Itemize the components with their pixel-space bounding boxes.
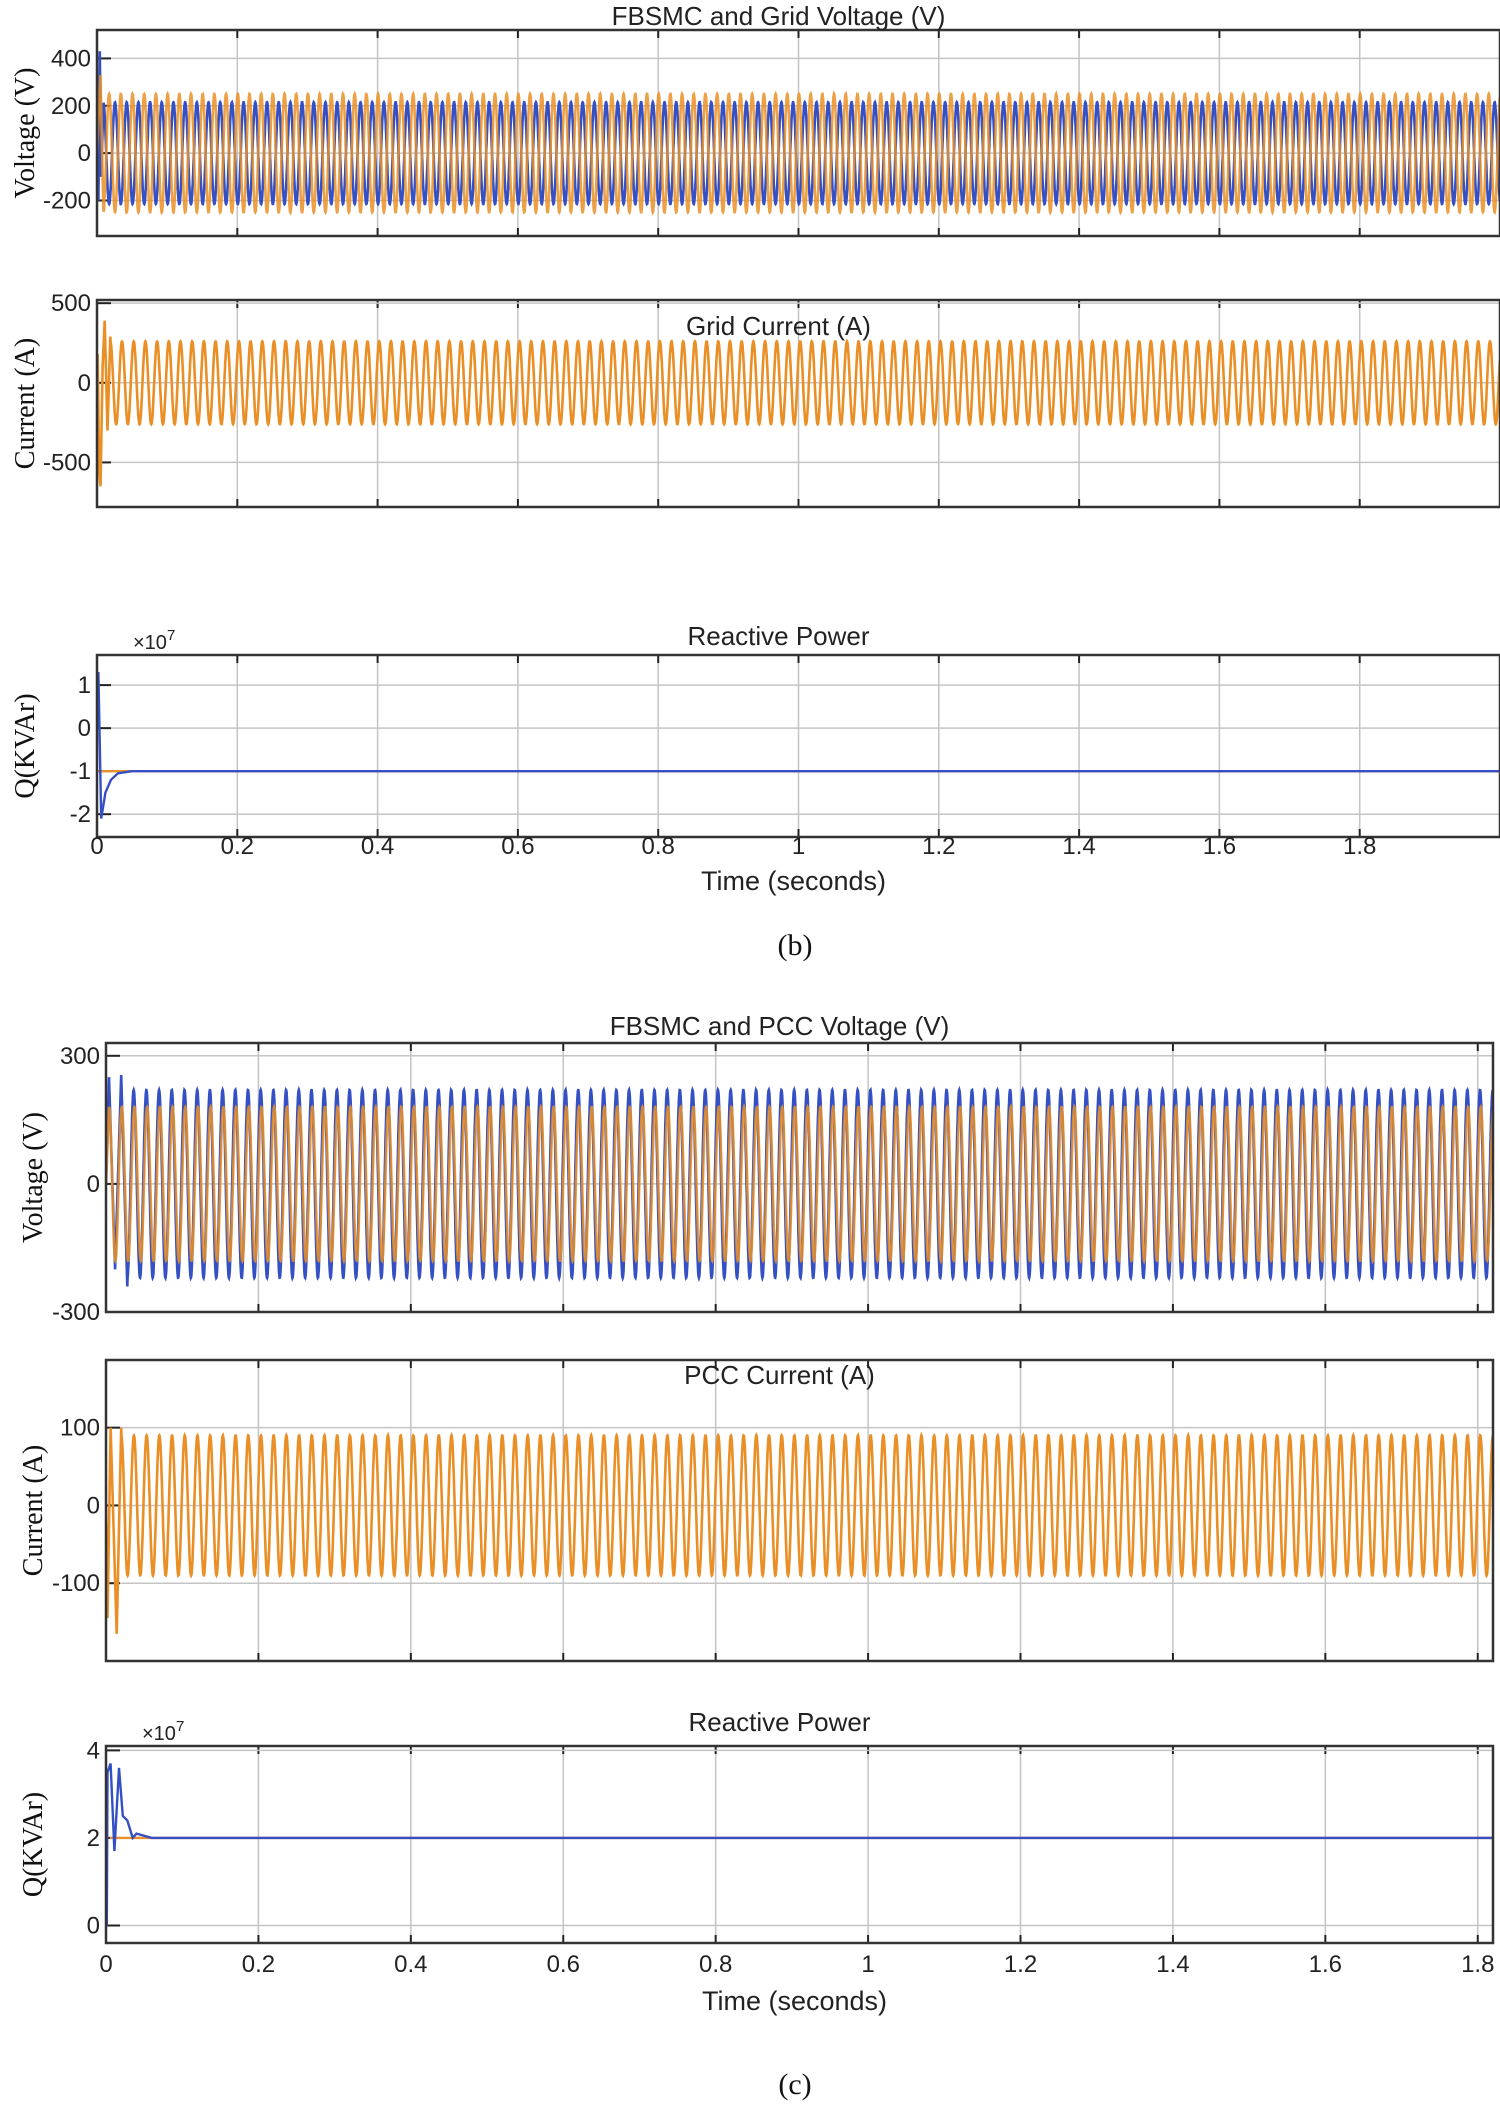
x-tick-label: 1.2 bbox=[922, 833, 955, 860]
x-tick-label: 0.2 bbox=[221, 833, 254, 860]
axes-frame bbox=[104, 1744, 1495, 1945]
subplot-3: -2 -1 0 1 Reactive Power Q(KVAr) ×107 0 0.2 0.4 0.… bbox=[10, 621, 1500, 896]
x-tick-label: 1.8 bbox=[1461, 1951, 1494, 1978]
subplot-6: 0 2 4 Reactive Power Q(KVAr) ×107 0 0.2 0.4 0.6 0.… bbox=[18, 1707, 1494, 2016]
series-line-1 bbox=[106, 1427, 1493, 1634]
axes-frame bbox=[104, 1041, 1495, 1314]
series-line-2 bbox=[97, 672, 1500, 819]
y-axis-label: Current (A) bbox=[10, 338, 41, 469]
subplot-title: Reactive Power bbox=[688, 1707, 870, 1737]
x-tick-label: 1.6 bbox=[1309, 1951, 1342, 1978]
subplot-title: FBSMC and PCC Voltage (V) bbox=[610, 1011, 950, 1041]
y-tick-label: 0 bbox=[87, 1912, 100, 1939]
y-tick-label: -200 bbox=[43, 187, 91, 214]
x-tick-label: 1.2 bbox=[1004, 1951, 1037, 1978]
y-axis-label: Voltage (V) bbox=[18, 1112, 49, 1243]
x-tick-label: 0.8 bbox=[699, 1951, 732, 1978]
axes-frame bbox=[95, 28, 1500, 238]
exponent-power: 7 bbox=[176, 1718, 184, 1735]
y-axis-label: Current (A) bbox=[18, 1445, 49, 1576]
exponent-base: ×10 bbox=[133, 632, 167, 654]
x-tick-label: 0 bbox=[99, 1951, 112, 1978]
subplot-title: Grid Current (A) bbox=[686, 311, 871, 341]
y-tick-label: 400 bbox=[51, 45, 91, 72]
caption-c: (c) bbox=[778, 2068, 811, 2101]
subplot-title: PCC Current (A) bbox=[684, 1360, 875, 1390]
series-line-2 bbox=[106, 1102, 1493, 1265]
y-tick-label: 0 bbox=[78, 715, 91, 742]
caption-b: (b) bbox=[778, 929, 813, 962]
axes-frame bbox=[104, 1358, 1495, 1663]
x-tick-label: 1.4 bbox=[1156, 1951, 1189, 1978]
y-tick-label: 300 bbox=[60, 1043, 100, 1070]
series-line-2 bbox=[106, 1763, 1493, 1927]
y-tick-label: -500 bbox=[43, 449, 91, 476]
y-axis-label: Q(KVAr) bbox=[10, 693, 41, 798]
axes-frame bbox=[95, 298, 1500, 509]
x-tick-label: 0.4 bbox=[394, 1951, 427, 1978]
y-tick-label: 1 bbox=[78, 672, 91, 699]
y-axis-label: Q(KVAr) bbox=[18, 1792, 49, 1897]
y-tick-label: 0 bbox=[87, 1492, 100, 1519]
x-tick-label: 1.6 bbox=[1203, 833, 1236, 860]
exponent-base: ×10 bbox=[142, 1723, 176, 1745]
x-tick-label: 0.6 bbox=[501, 833, 534, 860]
y-tick-label: -300 bbox=[52, 1299, 100, 1326]
axes-frame bbox=[95, 653, 1500, 839]
x-tick-label: 0.2 bbox=[242, 1951, 275, 1978]
y-tick-label: 0 bbox=[78, 140, 91, 167]
y-tick-label: 0 bbox=[78, 370, 91, 397]
exponent-power: 7 bbox=[167, 627, 175, 644]
y-axis-label: Voltage (V) bbox=[10, 68, 41, 199]
y-tick-label: -1 bbox=[70, 758, 91, 785]
subplot-title: Reactive Power bbox=[687, 621, 869, 651]
subplot-4: -300 0 300 FBSMC and PCC Voltage (V) Voltage… bbox=[18, 1011, 1495, 1326]
y-tick-label: 2 bbox=[87, 1825, 100, 1852]
subplot-2: -500 0 500 Grid Current (A) Current (A) bbox=[10, 290, 1500, 509]
series-line-1 bbox=[97, 320, 1500, 487]
y-tick-label: 0 bbox=[87, 1171, 100, 1198]
x-tick-label: 0.8 bbox=[642, 833, 675, 860]
x-tick-label: 0 bbox=[90, 833, 103, 860]
x-tick-label: 1.4 bbox=[1062, 833, 1095, 860]
y-tick-label: 500 bbox=[51, 290, 91, 317]
x-tick-label: 1 bbox=[792, 833, 805, 860]
x-tick-label: 0.6 bbox=[547, 1951, 580, 1978]
y-tick-label: 4 bbox=[87, 1737, 100, 1764]
x-tick-label: 1.8 bbox=[1343, 833, 1376, 860]
y-tick-label: -2 bbox=[70, 801, 91, 828]
series-line-2 bbox=[97, 74, 1500, 216]
subplot-5: -100 0 100 PCC Current (A) Current (A) bbox=[18, 1358, 1495, 1663]
y-exponent-label: ×107 bbox=[133, 627, 175, 654]
x-tick-label: 0.4 bbox=[361, 833, 394, 860]
subplot-1: -200 0 200 400 FBSMC and Grid Voltage (V) Vol… bbox=[10, 1, 1500, 238]
subplot-title: FBSMC and Grid Voltage (V) bbox=[612, 1, 946, 31]
series-line-1 bbox=[97, 51, 1500, 208]
y-exponent-label: ×107 bbox=[142, 1718, 184, 1745]
y-tick-label: 200 bbox=[51, 93, 91, 120]
x-tick-label: 1 bbox=[861, 1951, 874, 1978]
y-tick-label: -100 bbox=[52, 1570, 100, 1597]
x-axis-label: Time (seconds) bbox=[701, 866, 886, 896]
x-axis-label: Time (seconds) bbox=[702, 1986, 887, 2016]
y-tick-label: 100 bbox=[60, 1415, 100, 1442]
